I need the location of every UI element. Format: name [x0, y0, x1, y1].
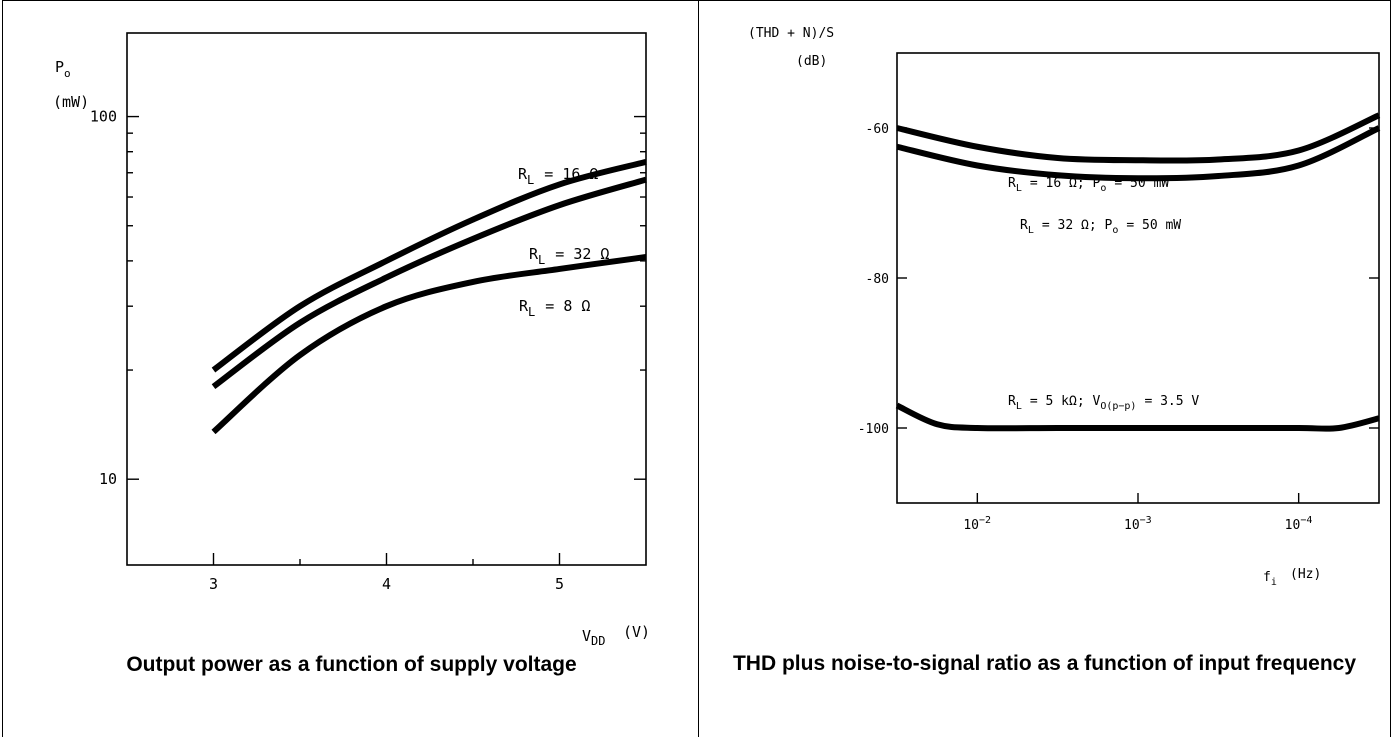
series-label-32-ohm: RL = 32 Ω — [529, 245, 609, 267]
chart-panel-output-power: 10 100 3 4 5 Po (mW) VDD (V) RL = 16 Ω RL = 32… — [2, 0, 699, 737]
y-tick-label: -60 — [866, 122, 889, 137]
y-axis-label-line2: (dB) — [796, 54, 827, 69]
series-line-1 — [896, 125, 1381, 182]
series-line-0 — [896, 112, 1381, 164]
x-tick-label: 10−3 — [1124, 515, 1152, 533]
x-tick-label: 10−4 — [1285, 515, 1313, 533]
chart-caption: Output power as a function of supply vol… — [126, 653, 577, 676]
chart-panel-thd: -60 -80 -100 10−2 10−3 10−4 (THD + N)/S (dB) … — [698, 0, 1391, 737]
series-label-16-ohm: RL = 16 Ω; Po = 50 mW — [1008, 176, 1169, 194]
x-tick-label: 3 — [209, 575, 218, 593]
series-label-5k-ohm: RL = 5 kΩ; VO(p−p) = 3.5 V — [1008, 394, 1199, 412]
y-tick-label: -80 — [866, 272, 889, 287]
y-tick-label: 10 — [99, 470, 117, 488]
x-tick-label: 10−2 — [963, 515, 991, 533]
series-line-0 — [211, 158, 647, 373]
series-line-1 — [211, 176, 647, 390]
series-line-2 — [211, 254, 647, 435]
y-axis-label-line1: (THD + N)/S — [748, 26, 834, 41]
x-tick-label: 4 — [382, 575, 391, 593]
x-axis-unit: (Hz) — [1290, 567, 1321, 582]
series-label-16-ohm: RL = 16 Ω — [518, 165, 598, 187]
series-label-32-ohm: RL = 32 Ω; Po = 50 mW — [1020, 218, 1181, 236]
x-axis-symbol: fi — [1263, 570, 1277, 588]
series-line-2 — [895, 402, 1380, 432]
x-axis-symbol: VDD — [582, 627, 605, 648]
chart-caption: THD plus noise-to-signal ratio as a func… — [732, 652, 1357, 675]
output-power-chart: 10 100 3 4 5 Po (mW) VDD (V) RL = 16 Ω RL = 32… — [53, 32, 650, 648]
y-axis-symbol: Po — [55, 58, 71, 80]
x-tick-label: 5 — [555, 575, 564, 593]
series-label-8-ohm: RL = 8 Ω — [519, 297, 590, 319]
y-axis-unit: (mW) — [53, 93, 89, 111]
plot-frame — [896, 52, 1380, 504]
x-axis-unit: (V) — [623, 623, 650, 641]
y-tick-label: -100 — [858, 422, 889, 437]
y-tick-label: 100 — [90, 108, 117, 126]
